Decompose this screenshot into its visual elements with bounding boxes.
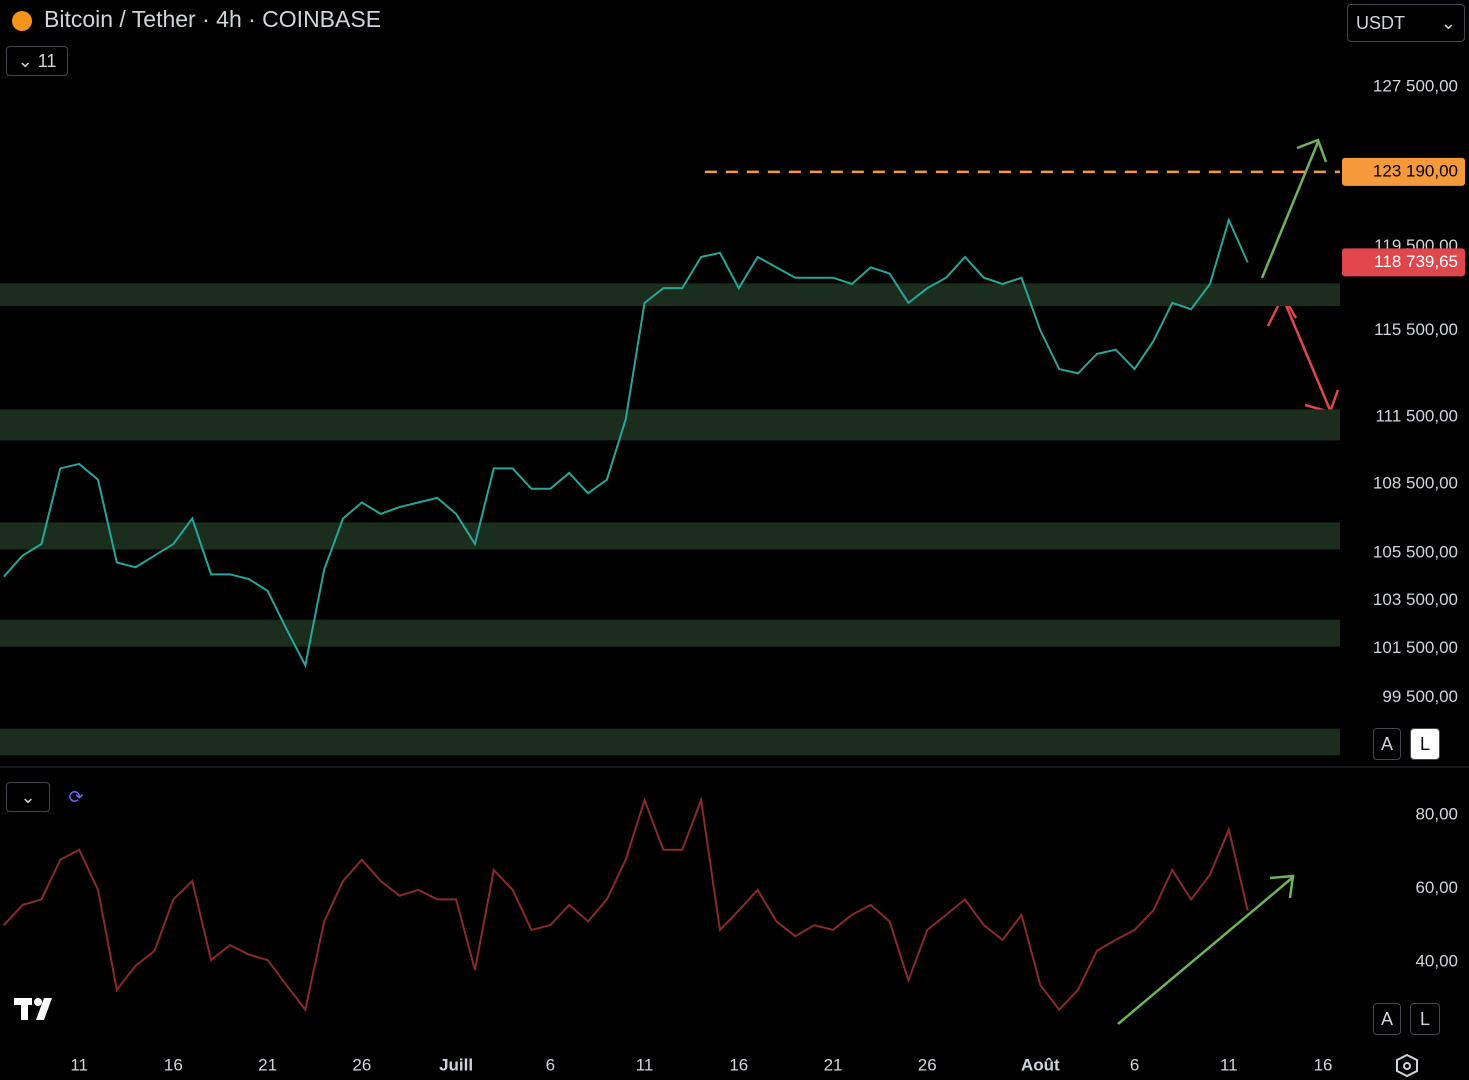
x-tick-label: 16 xyxy=(729,1055,748,1074)
support-zone xyxy=(0,522,1340,550)
rsi-refresh[interactable]: ⟳ xyxy=(68,786,84,807)
y-tick-label: 99 500,00 xyxy=(1382,687,1458,706)
last-price-label: 118 739,65 xyxy=(1374,252,1458,271)
rsi-arrow-head xyxy=(1269,874,1295,899)
indicator-count: 11 xyxy=(37,50,57,71)
down-arrow-head xyxy=(1304,389,1340,414)
x-tick-label: 6 xyxy=(546,1055,555,1074)
auto-button[interactable]: A xyxy=(1373,728,1401,760)
x-tick-label: Juill xyxy=(439,1055,473,1074)
indicator-toggle[interactable]: ⌄ 11 xyxy=(6,46,68,76)
x-tick-label: 11 xyxy=(70,1055,88,1074)
settings-icon[interactable] xyxy=(1396,1053,1418,1078)
log-label: L xyxy=(1419,733,1430,754)
x-tick-label: 11 xyxy=(1220,1055,1238,1074)
support-zone xyxy=(0,728,1340,756)
bitcoin-icon xyxy=(12,11,32,31)
y-tick-label: 111 500,00 xyxy=(1375,407,1458,426)
rsi-arrow xyxy=(1117,877,1293,1025)
y-tick-label: 108 500,00 xyxy=(1373,474,1458,493)
series-line xyxy=(3,217,1249,669)
auto-label: A xyxy=(1380,733,1393,754)
y-tick-label: 101 500,00 xyxy=(1373,638,1458,657)
x-tick-label: 26 xyxy=(918,1055,937,1074)
y-tick-label: 40,00 xyxy=(1415,951,1458,970)
tradingview-logo xyxy=(14,998,52,1020)
currency-select[interactable]: USDT ⌄ xyxy=(1347,4,1465,42)
up-arrow xyxy=(1260,141,1320,279)
x-tick-label: 26 xyxy=(352,1055,371,1074)
x-tick-label: Août xyxy=(1021,1055,1060,1074)
currency: USDT xyxy=(1356,12,1405,33)
log-button[interactable]: L xyxy=(1410,728,1440,760)
y-tick-label: 80,00 xyxy=(1415,804,1458,823)
x-tick-label: 16 xyxy=(1314,1055,1333,1074)
y-tick-label: 127 500,00 xyxy=(1373,77,1458,96)
y-tick-label: 60,00 xyxy=(1415,878,1458,897)
down-arrow xyxy=(1281,297,1332,411)
level-label: 123 190,00 xyxy=(1373,161,1458,180)
rsi-log-button[interactable]: L xyxy=(1410,1003,1440,1035)
x-tick-label: 21 xyxy=(258,1055,277,1074)
x-tick-label: 11 xyxy=(636,1055,654,1074)
last-price-badge xyxy=(1342,248,1465,277)
rsi-auto-label: A xyxy=(1380,1008,1393,1029)
rsi-log-label: L xyxy=(1419,1008,1430,1029)
up-arrow-head xyxy=(1296,138,1328,163)
level-badge xyxy=(1342,157,1465,186)
y-tick-label: 105 500,00 xyxy=(1373,543,1458,562)
x-tick-label: 16 xyxy=(164,1055,183,1074)
chart-title: Bitcoin / Tether · 4h · COINBASE xyxy=(44,6,381,32)
rsi-toggle[interactable]: ⌄ xyxy=(6,782,50,812)
y-tick-label: 115 500,00 xyxy=(1374,320,1458,339)
support-zone xyxy=(0,283,1340,307)
x-tick-label: 21 xyxy=(824,1055,843,1074)
support-zone xyxy=(0,619,1340,647)
rsi-auto-button[interactable]: A xyxy=(1373,1003,1401,1035)
x-tick-label: 6 xyxy=(1130,1055,1139,1074)
support-zone xyxy=(0,409,1340,441)
series-line xyxy=(3,796,1249,1013)
y-tick-label: 103 500,00 xyxy=(1373,590,1458,609)
